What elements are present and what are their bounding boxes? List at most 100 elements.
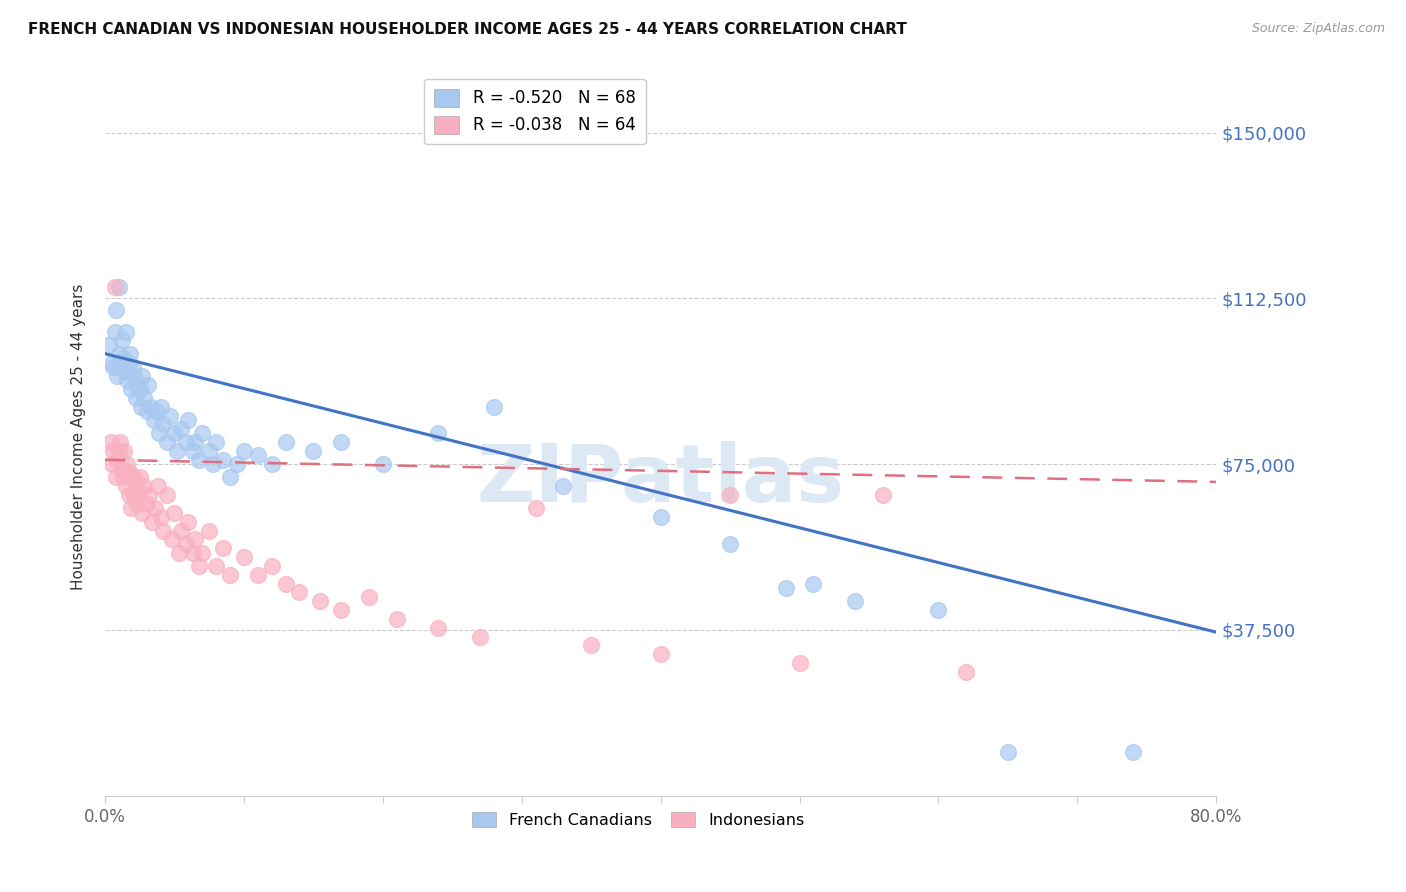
Point bbox=[553, 479, 575, 493]
Point bbox=[152, 417, 174, 432]
Point bbox=[170, 524, 193, 538]
Point bbox=[260, 457, 283, 471]
Point bbox=[129, 400, 152, 414]
Point bbox=[167, 546, 190, 560]
Point bbox=[330, 603, 353, 617]
Point bbox=[107, 452, 129, 467]
Point bbox=[718, 488, 741, 502]
Point bbox=[955, 665, 977, 679]
Point bbox=[775, 581, 797, 595]
Point bbox=[188, 558, 211, 573]
Point bbox=[246, 449, 269, 463]
Point bbox=[427, 621, 450, 635]
Point bbox=[524, 501, 547, 516]
Point bbox=[371, 457, 394, 471]
Point bbox=[122, 488, 145, 502]
Point bbox=[138, 488, 160, 502]
Point bbox=[131, 506, 153, 520]
Point bbox=[174, 537, 197, 551]
Point bbox=[170, 422, 193, 436]
Point bbox=[121, 359, 143, 374]
Point bbox=[125, 497, 148, 511]
Point bbox=[302, 444, 325, 458]
Point bbox=[181, 546, 204, 560]
Point bbox=[148, 426, 170, 441]
Point bbox=[112, 351, 135, 365]
Point bbox=[110, 435, 132, 450]
Point bbox=[260, 558, 283, 573]
Point bbox=[135, 404, 157, 418]
Point bbox=[385, 612, 408, 626]
Point bbox=[246, 567, 269, 582]
Point bbox=[145, 404, 167, 418]
Point bbox=[274, 435, 297, 450]
Point bbox=[174, 435, 197, 450]
Text: ZIPatlas: ZIPatlas bbox=[477, 441, 845, 518]
Point bbox=[115, 457, 138, 471]
Point bbox=[927, 603, 949, 617]
Point bbox=[803, 576, 825, 591]
Point bbox=[114, 364, 136, 378]
Point bbox=[156, 488, 179, 502]
Point bbox=[143, 501, 166, 516]
Point bbox=[108, 444, 131, 458]
Point bbox=[115, 373, 138, 387]
Point bbox=[205, 435, 228, 450]
Point bbox=[159, 409, 181, 423]
Point bbox=[142, 413, 165, 427]
Text: FRENCH CANADIAN VS INDONESIAN HOUSEHOLDER INCOME AGES 25 - 44 YEARS CORRELATION : FRENCH CANADIAN VS INDONESIAN HOUSEHOLDE… bbox=[28, 22, 907, 37]
Point bbox=[1122, 745, 1144, 759]
Point bbox=[232, 444, 254, 458]
Point bbox=[131, 368, 153, 383]
Point bbox=[579, 639, 602, 653]
Point bbox=[357, 590, 380, 604]
Point bbox=[226, 457, 249, 471]
Point bbox=[198, 524, 221, 538]
Point bbox=[997, 745, 1019, 759]
Y-axis label: Householder Income Ages 25 - 44 years: Householder Income Ages 25 - 44 years bbox=[72, 284, 86, 590]
Point bbox=[103, 359, 125, 374]
Legend: French Canadians, Indonesians: French Canadians, Indonesians bbox=[465, 805, 811, 834]
Point bbox=[101, 355, 124, 369]
Point bbox=[184, 435, 207, 450]
Point bbox=[117, 488, 139, 502]
Point bbox=[212, 541, 235, 556]
Point bbox=[152, 524, 174, 538]
Point bbox=[219, 567, 242, 582]
Point bbox=[103, 444, 125, 458]
Point bbox=[191, 546, 214, 560]
Point bbox=[112, 470, 135, 484]
Point bbox=[98, 338, 121, 352]
Point bbox=[844, 594, 866, 608]
Point bbox=[232, 549, 254, 564]
Point bbox=[139, 400, 162, 414]
Point bbox=[114, 325, 136, 339]
Point bbox=[105, 470, 128, 484]
Point bbox=[108, 347, 131, 361]
Point bbox=[650, 510, 672, 524]
Point bbox=[650, 648, 672, 662]
Point bbox=[330, 435, 353, 450]
Point bbox=[718, 537, 741, 551]
Point bbox=[149, 400, 172, 414]
Point bbox=[108, 280, 131, 294]
Point bbox=[114, 479, 136, 493]
Point bbox=[101, 457, 124, 471]
Point bbox=[288, 585, 311, 599]
Point bbox=[104, 280, 127, 294]
Point bbox=[136, 377, 159, 392]
Point bbox=[205, 558, 228, 573]
Point bbox=[166, 444, 188, 458]
Point bbox=[128, 382, 150, 396]
Point bbox=[117, 355, 139, 369]
Point bbox=[110, 359, 132, 374]
Point bbox=[111, 461, 134, 475]
Point bbox=[149, 510, 172, 524]
Point bbox=[482, 400, 505, 414]
Point bbox=[789, 656, 811, 670]
Point bbox=[100, 435, 122, 450]
Point bbox=[274, 576, 297, 591]
Point bbox=[105, 302, 128, 317]
Point bbox=[177, 413, 200, 427]
Point bbox=[122, 368, 145, 383]
